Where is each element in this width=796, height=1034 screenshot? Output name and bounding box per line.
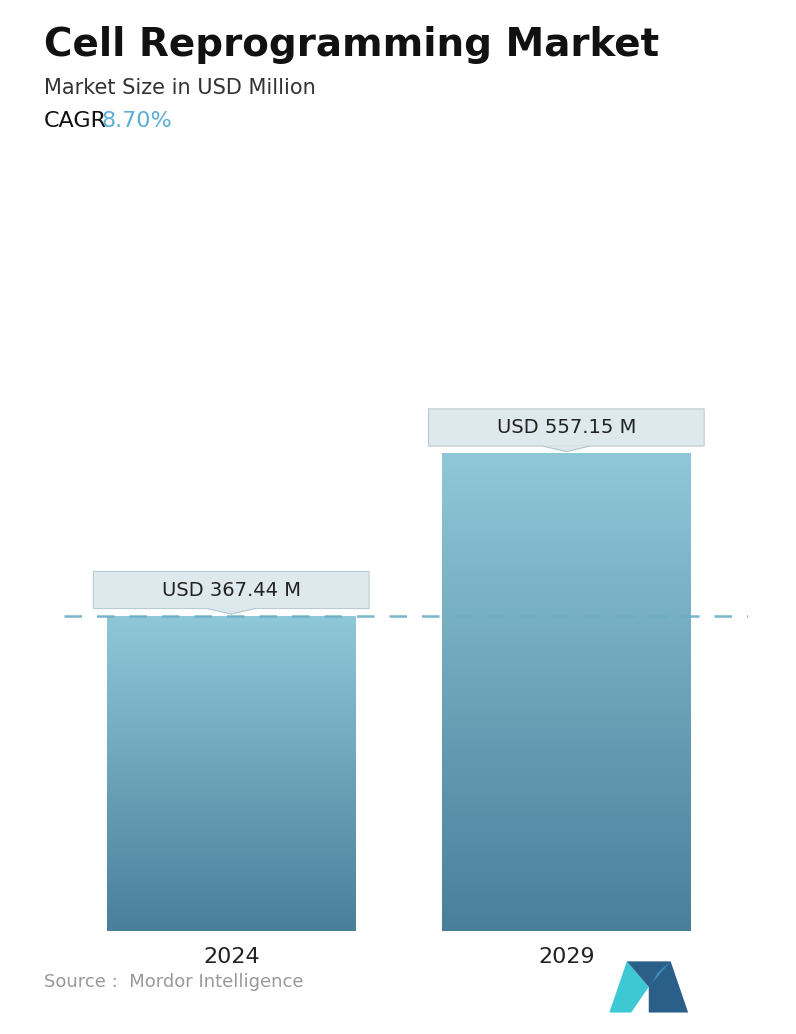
Text: USD 557.15 M: USD 557.15 M: [497, 418, 636, 437]
Text: Cell Reprogramming Market: Cell Reprogramming Market: [44, 26, 659, 64]
Text: Source :  Mordor Intelligence: Source : Mordor Intelligence: [44, 973, 303, 991]
Polygon shape: [543, 446, 590, 452]
Text: USD 367.44 M: USD 367.44 M: [162, 580, 301, 600]
Polygon shape: [610, 962, 649, 1012]
Text: Market Size in USD Million: Market Size in USD Million: [44, 78, 315, 97]
Polygon shape: [649, 962, 670, 986]
Text: CAGR: CAGR: [44, 111, 107, 130]
FancyBboxPatch shape: [93, 572, 369, 609]
Polygon shape: [627, 962, 688, 1012]
FancyBboxPatch shape: [428, 408, 704, 446]
Text: 8.70%: 8.70%: [101, 111, 172, 130]
Polygon shape: [208, 609, 255, 614]
